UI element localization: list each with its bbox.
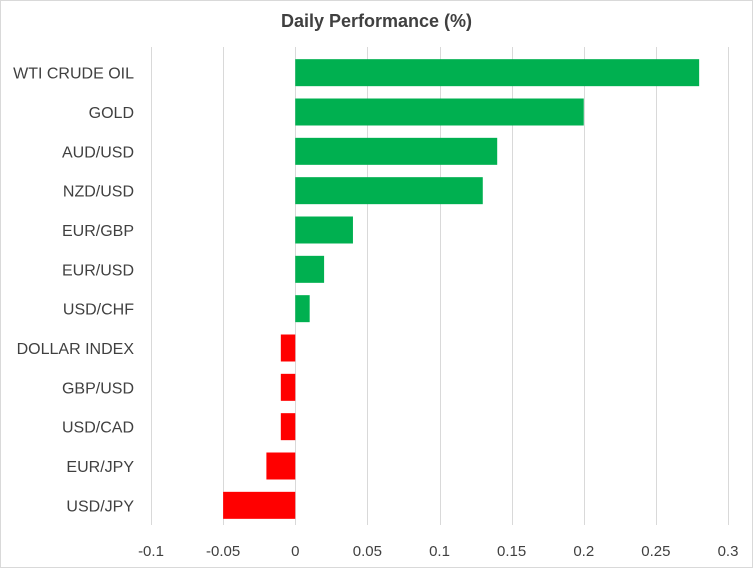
category-label: USD/CAD: [62, 420, 134, 437]
category-label: EUR/USD: [62, 262, 134, 279]
x-tick-label: 0.25: [641, 543, 670, 560]
category-label: USD/JPY: [66, 498, 134, 515]
bar: [295, 255, 325, 283]
category-label: EUR/GBP: [62, 223, 134, 240]
bar: [266, 452, 296, 480]
x-tick-label: 0: [291, 543, 299, 560]
bar: [280, 373, 296, 401]
category-label: GOLD: [89, 105, 134, 122]
x-tick-label: 0.3: [718, 543, 739, 560]
bar: [295, 137, 498, 165]
x-tick-label: 0.2: [573, 543, 594, 560]
category-label: DOLLAR INDEX: [17, 341, 135, 358]
category-label: USD/CHF: [63, 302, 134, 319]
bar: [295, 59, 700, 87]
bar: [280, 413, 296, 441]
category-label: NZD/USD: [63, 184, 134, 201]
x-tick-label: 0.05: [353, 543, 382, 560]
category-label: GBP/USD: [62, 380, 134, 397]
chart-title: Daily Performance (%): [280, 11, 473, 31]
bar: [223, 491, 296, 519]
category-label: AUD/USD: [62, 144, 134, 161]
x-tick-label: -0.05: [206, 543, 240, 560]
bar: [295, 295, 310, 323]
x-tick-label: 0.15: [497, 543, 526, 560]
category-label: EUR/JPY: [66, 459, 134, 476]
bar: [295, 216, 353, 244]
x-tick-label: -0.1: [138, 543, 164, 560]
bar: [280, 334, 296, 362]
category-label: WTI CRUDE OIL: [13, 66, 134, 83]
bar: [295, 177, 483, 205]
x-tick-label: 0.1: [429, 543, 450, 560]
bar: [295, 98, 584, 126]
